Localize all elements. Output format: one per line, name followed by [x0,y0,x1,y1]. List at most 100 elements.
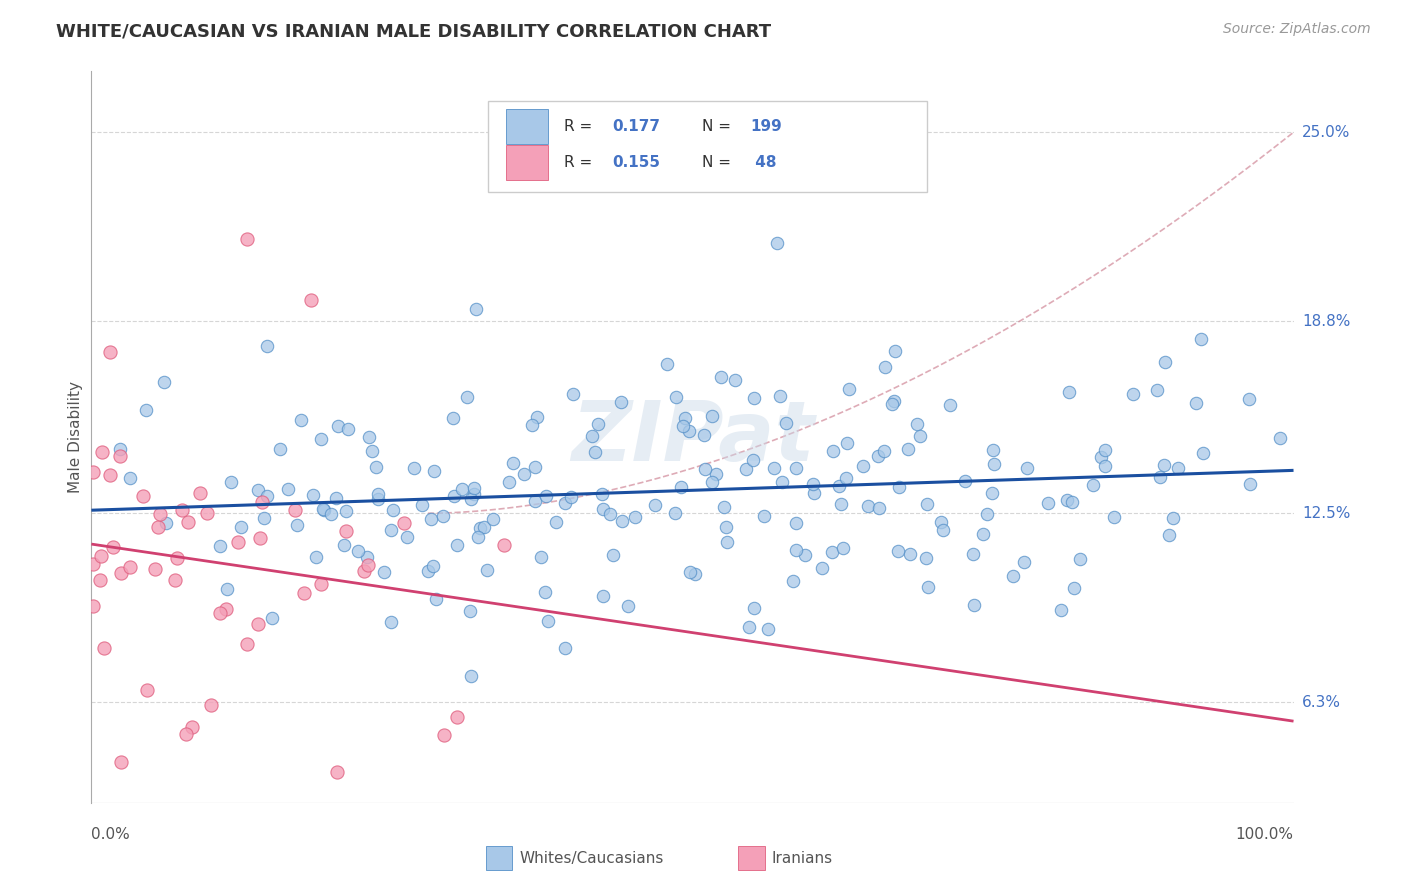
Point [404,461,426,475]
Point [1102,510,1125,524]
Point [1268,431,1291,445]
Point [110,756,132,770]
Point [915,551,938,566]
Point [332,538,354,552]
Point [236,637,259,651]
Point [326,418,349,433]
Point [229,519,252,533]
Point [309,432,332,446]
Point [980,485,1002,500]
Point [475,563,498,577]
Point [217,582,239,596]
Point [180,720,202,734]
Point [1167,461,1189,475]
Point [458,604,481,618]
Point [249,531,271,545]
Point [963,598,986,612]
Point [714,519,737,533]
Point [803,486,825,500]
Point [693,428,716,442]
Point [312,503,335,517]
Point [228,535,250,549]
Point [219,475,242,489]
Point [299,293,322,307]
Point [451,482,474,496]
Point [917,497,939,511]
Y-axis label: Male Disability: Male Disability [67,381,83,493]
Point [1189,332,1212,346]
Point [602,549,624,563]
Point [679,565,702,579]
Point [734,462,756,476]
Point [526,409,548,424]
Point [811,560,834,574]
Point [769,389,792,403]
Point [101,541,124,555]
Point [1239,476,1261,491]
Text: N =: N = [702,155,735,170]
Point [1060,495,1083,509]
Point [537,614,560,628]
FancyBboxPatch shape [485,846,512,870]
Point [482,512,505,526]
Point [754,508,776,523]
Point [868,500,890,515]
Point [335,504,357,518]
Point [716,534,738,549]
Point [530,550,553,565]
Point [823,444,845,458]
Point [277,482,299,496]
Point [309,576,332,591]
Point [152,375,174,389]
Point [492,538,515,552]
Point [1090,450,1112,464]
Point [908,429,931,443]
Point [724,373,747,387]
Point [392,516,415,531]
Point [693,462,716,476]
Point [554,496,576,510]
Point [208,539,231,553]
Point [917,580,939,594]
Point [972,527,994,541]
Point [253,510,276,524]
Point [146,520,169,534]
Point [463,481,485,495]
Point [135,683,157,698]
Point [513,467,536,481]
Point [887,480,910,494]
Point [195,506,218,520]
Point [416,565,439,579]
Point [357,430,380,444]
Point [905,417,928,431]
Point [93,640,115,655]
FancyBboxPatch shape [506,109,548,144]
Point [336,422,359,436]
Point [472,520,495,534]
Point [110,566,132,580]
Point [704,467,727,482]
Point [592,589,614,603]
Text: R =: R = [564,119,598,134]
Point [1149,469,1171,483]
Point [91,444,114,458]
Point [346,543,368,558]
Point [425,591,447,606]
Point [581,429,603,443]
Point [599,507,621,521]
Point [108,449,131,463]
Point [1159,528,1181,542]
Point [785,543,807,558]
Point [143,562,166,576]
Point [671,479,693,493]
Point [98,344,121,359]
Text: 48: 48 [751,155,776,170]
Point [583,445,606,459]
Point [325,491,347,506]
Point [664,506,686,520]
Point [432,509,454,524]
Point [319,507,342,521]
Point [534,585,557,599]
Point [118,471,141,485]
Point [356,550,378,565]
